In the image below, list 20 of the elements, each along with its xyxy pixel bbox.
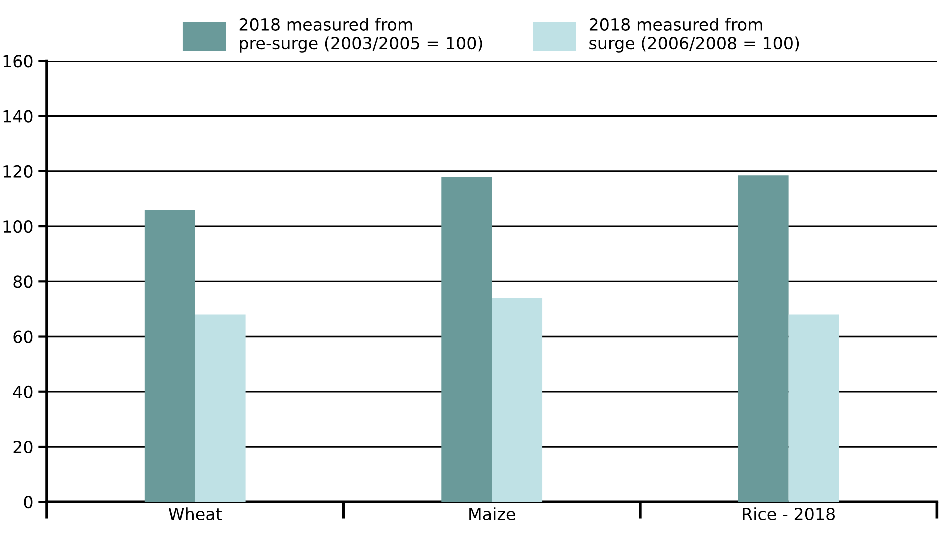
y-tick-label: 80	[14, 276, 33, 288]
bar	[195, 314, 246, 502]
bar	[442, 176, 492, 502]
x-tick-label: Maize	[470, 508, 516, 521]
y-tick-label: 140	[4, 110, 33, 123]
legend-label: 2018 measured from pre-surge (2003/2005 = 100)	[240, 18, 482, 53]
bar	[788, 314, 840, 502]
y-tick-label: 0	[24, 496, 33, 509]
legend-label: 2018 measured from surge (2006/2008 = 100)	[590, 18, 800, 53]
bar	[492, 298, 543, 502]
x-tick-label: Rice - 2018	[743, 508, 836, 521]
y-tick-label: 160	[4, 55, 33, 68]
y-tick-label: 20	[14, 440, 33, 454]
y-tick-label: 40	[13, 386, 33, 398]
bar	[738, 176, 789, 502]
y-tick-label: 120	[4, 165, 33, 178]
y-tick-label: 100	[4, 220, 33, 234]
bar	[144, 210, 196, 502]
x-tick-label: Wheat	[168, 508, 222, 521]
y-tick-label: 60	[14, 330, 33, 344]
